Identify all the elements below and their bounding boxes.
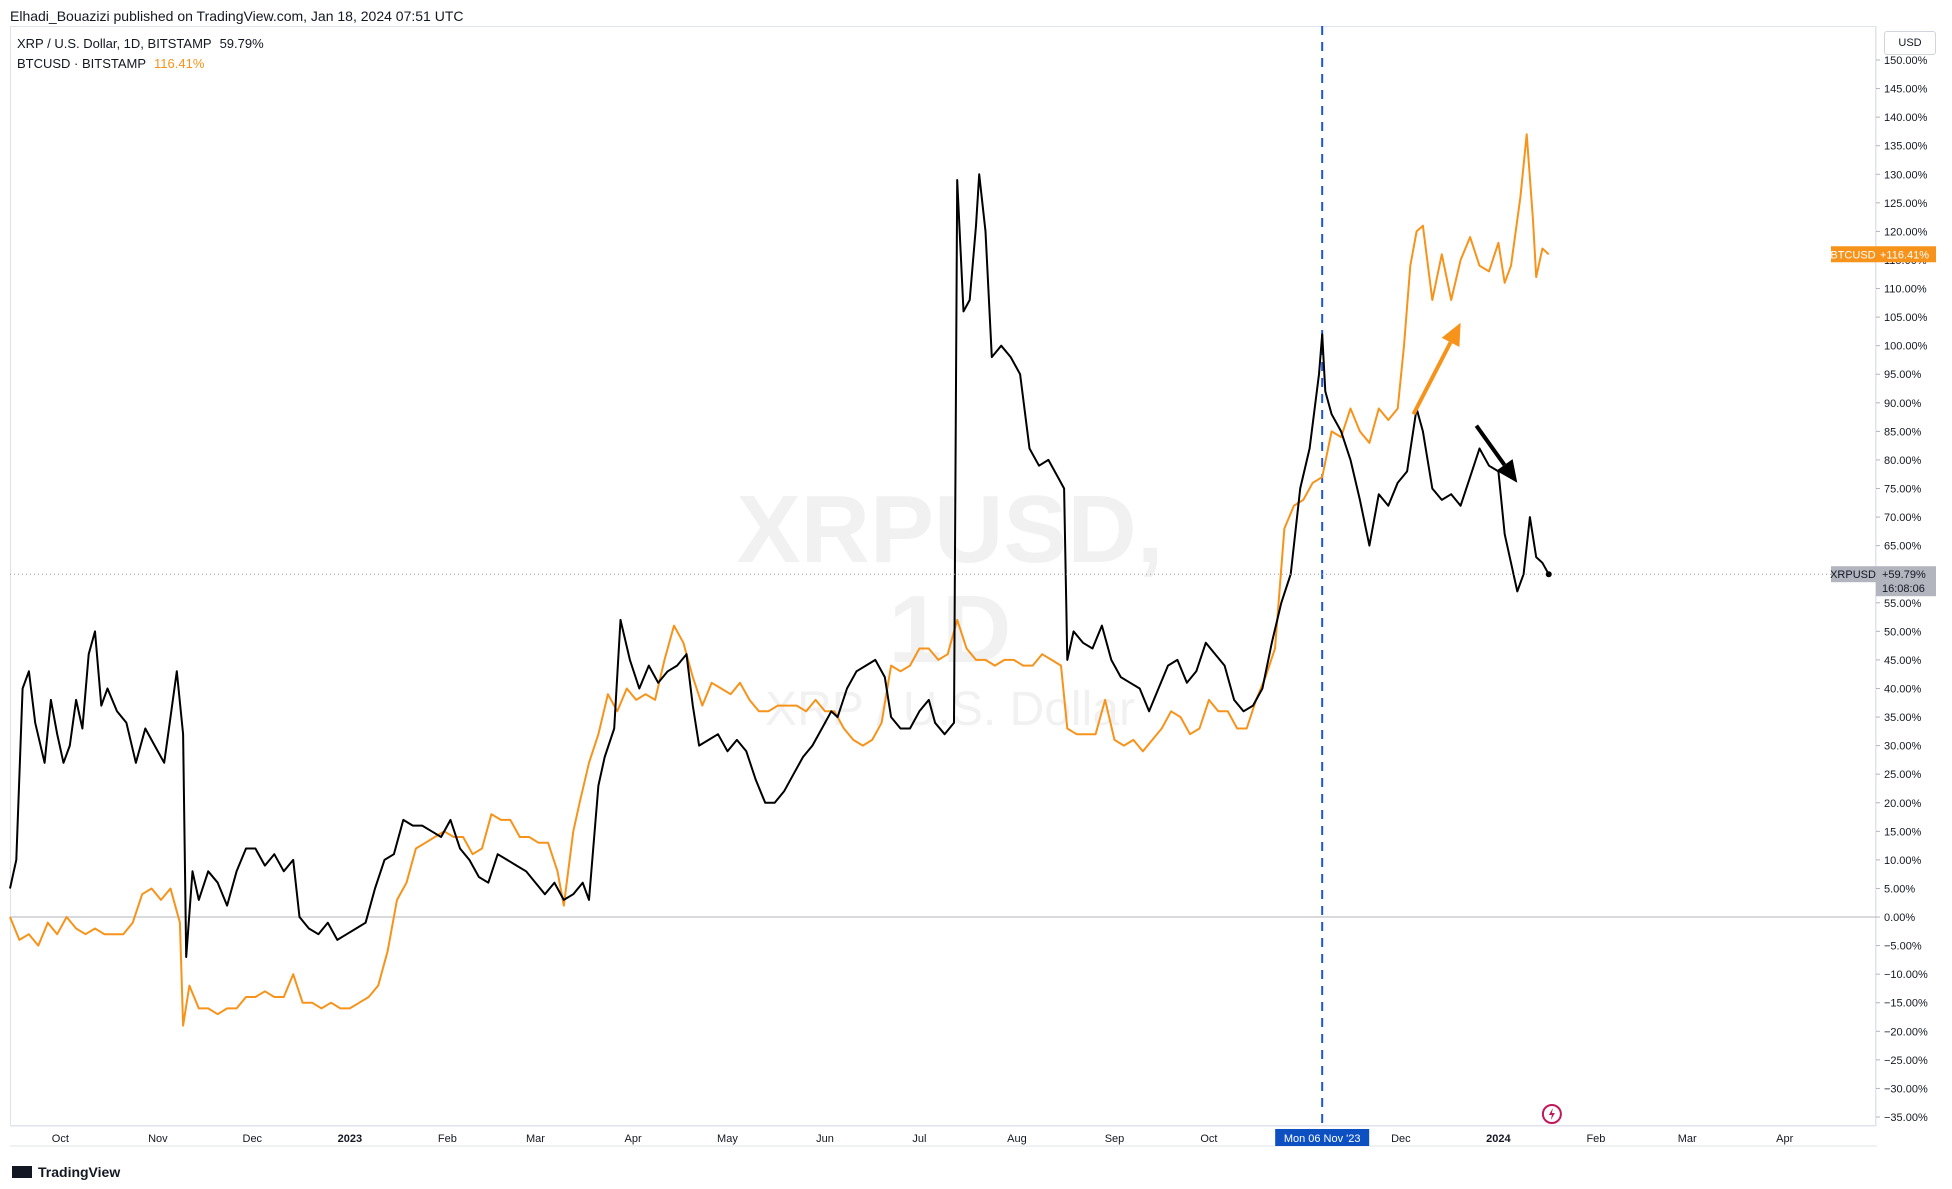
legend: XRP / U.S. Dollar, 1D, BITSTAMP 59.79% B… xyxy=(17,34,264,74)
y-tick-label: 35.00% xyxy=(1884,712,1922,724)
xrp-name-tag-label: XRPUSD xyxy=(1830,569,1876,581)
x-tick-label: 2024 xyxy=(1486,1133,1511,1145)
y-tick-label: 120.00% xyxy=(1884,226,1928,238)
y-tick-label: −10.00% xyxy=(1884,969,1928,981)
btc-value-tag xyxy=(1876,246,1936,263)
legend-btc-value: 116.41% xyxy=(154,56,205,71)
y-tick-label: 150.00% xyxy=(1884,55,1928,67)
y-tick-label: 105.00% xyxy=(1884,312,1928,324)
arrow-shaft xyxy=(1411,341,1453,416)
y-tick-label: 5.00% xyxy=(1884,883,1915,895)
y-tick-label: −25.00% xyxy=(1884,1055,1928,1067)
y-tick-label: −35.00% xyxy=(1884,1112,1928,1124)
y-tick-label: 65.00% xyxy=(1884,541,1922,553)
x-tick-label: Aug xyxy=(1007,1133,1027,1145)
y-tick-label: −15.00% xyxy=(1884,998,1928,1010)
legend-btc-name: BTCUSD · BITSTAMP xyxy=(17,56,147,71)
xrp-value-tag xyxy=(1876,566,1936,597)
x-tick-label: Feb xyxy=(1586,1133,1605,1145)
y-tick-label: 95.00% xyxy=(1884,369,1922,381)
legend-row-btc[interactable]: BTCUSD · BITSTAMP 116.41% xyxy=(17,54,264,74)
legend-row-xrp[interactable]: XRP / U.S. Dollar, 1D, BITSTAMP 59.79% xyxy=(17,34,264,54)
xrp-name-tag xyxy=(1831,566,1876,583)
y-tick-label: 40.00% xyxy=(1884,683,1922,695)
y-tick-label: 110.00% xyxy=(1884,284,1927,296)
y-tick-label: 85.00% xyxy=(1884,426,1922,438)
y-tick-label: −5.00% xyxy=(1884,941,1922,953)
y-tick-label: 20.00% xyxy=(1884,798,1922,810)
xrp-value-tag-label: +59.79% xyxy=(1882,569,1926,581)
x-tick-label: Mar xyxy=(526,1133,545,1145)
y-tick-label: 125.00% xyxy=(1884,198,1928,210)
x-tick-label: Nov xyxy=(148,1133,168,1145)
x-tick-label: Oct xyxy=(52,1133,69,1145)
arrow-head-icon xyxy=(1496,459,1518,483)
y-tick-label: −20.00% xyxy=(1884,1026,1928,1038)
legend-xrp-name: XRP / U.S. Dollar, 1D, BITSTAMP xyxy=(17,36,212,51)
y-tick-label: 140.00% xyxy=(1884,112,1928,124)
y-tick-label: 15.00% xyxy=(1884,826,1922,838)
x-tick-label: Dec xyxy=(1391,1133,1411,1145)
btc-name-tag xyxy=(1831,246,1876,263)
lightning-glyph xyxy=(1548,1108,1555,1120)
series-line-xrpusd[interactable] xyxy=(9,173,1550,958)
currency-selector[interactable]: USD xyxy=(1884,31,1936,55)
tradingview-brand[interactable]: TradingView xyxy=(12,1164,120,1180)
y-tick-label: 55.00% xyxy=(1884,598,1922,610)
x-tick-label: Mar xyxy=(1678,1133,1697,1145)
y-tick-label: 145.00% xyxy=(1884,84,1928,96)
crosshair-date-tag xyxy=(1275,1129,1370,1146)
x-tick-label: Jun xyxy=(816,1133,834,1145)
brand-name: TradingView xyxy=(38,1164,121,1180)
tradingview-logo-icon xyxy=(12,1166,32,1178)
y-tick-label: 10.00% xyxy=(1884,855,1922,867)
x-tick-label: 2023 xyxy=(338,1133,362,1145)
x-tick-label: Apr xyxy=(1776,1133,1793,1145)
arrow-shaft xyxy=(1474,424,1507,467)
y-tick-label: 25.00% xyxy=(1884,769,1922,781)
y-tick-label: 80.00% xyxy=(1884,455,1922,467)
x-tick-label: Oct xyxy=(1200,1133,1217,1145)
y-tick-label: 45.00% xyxy=(1884,655,1922,667)
xrp-countdown-label: 16:08:06 xyxy=(1882,583,1925,595)
x-tick-label: Feb xyxy=(438,1133,457,1145)
series-line-btcusd[interactable] xyxy=(9,133,1550,1027)
y-tick-label: 100.00% xyxy=(1884,341,1928,353)
y-tick-label: 130.00% xyxy=(1884,169,1928,181)
arrow-head-icon xyxy=(1441,322,1461,347)
x-tick-label: Sep xyxy=(1105,1133,1125,1145)
legend-xrp-value: 59.79% xyxy=(219,36,264,51)
x-tick-label: Jul xyxy=(912,1133,926,1145)
y-tick-label: 70.00% xyxy=(1884,512,1922,524)
watermark: XRPUSD, 1D XRP / U.S. Dollar xyxy=(690,480,1210,740)
watermark-ticker: XRPUSD, 1D xyxy=(736,476,1164,683)
x-tick-label: May xyxy=(717,1133,738,1145)
y-tick-label: 0.00% xyxy=(1884,912,1915,924)
crosshair-date-label: Mon 06 Nov '23 xyxy=(1284,1133,1361,1145)
y-tick-label: 50.00% xyxy=(1884,626,1922,638)
y-tick-label: 90.00% xyxy=(1884,398,1922,410)
y-tick-label: 75.00% xyxy=(1884,484,1922,496)
y-tick-label: 135.00% xyxy=(1884,141,1928,153)
publisher-line: Elhadi_Bouazizi published on TradingView… xyxy=(10,8,464,24)
btc-name-tag-label: BTCUSD xyxy=(1830,249,1875,261)
x-tick-label: Apr xyxy=(624,1133,641,1145)
x-tick-label: Dec xyxy=(243,1133,263,1145)
xrp-last-point xyxy=(1545,571,1552,578)
y-tick-label: 30.00% xyxy=(1884,741,1922,753)
btc-value-tag-label: +116.41% xyxy=(1880,249,1929,261)
y-tick-label: −30.00% xyxy=(1884,1083,1928,1095)
